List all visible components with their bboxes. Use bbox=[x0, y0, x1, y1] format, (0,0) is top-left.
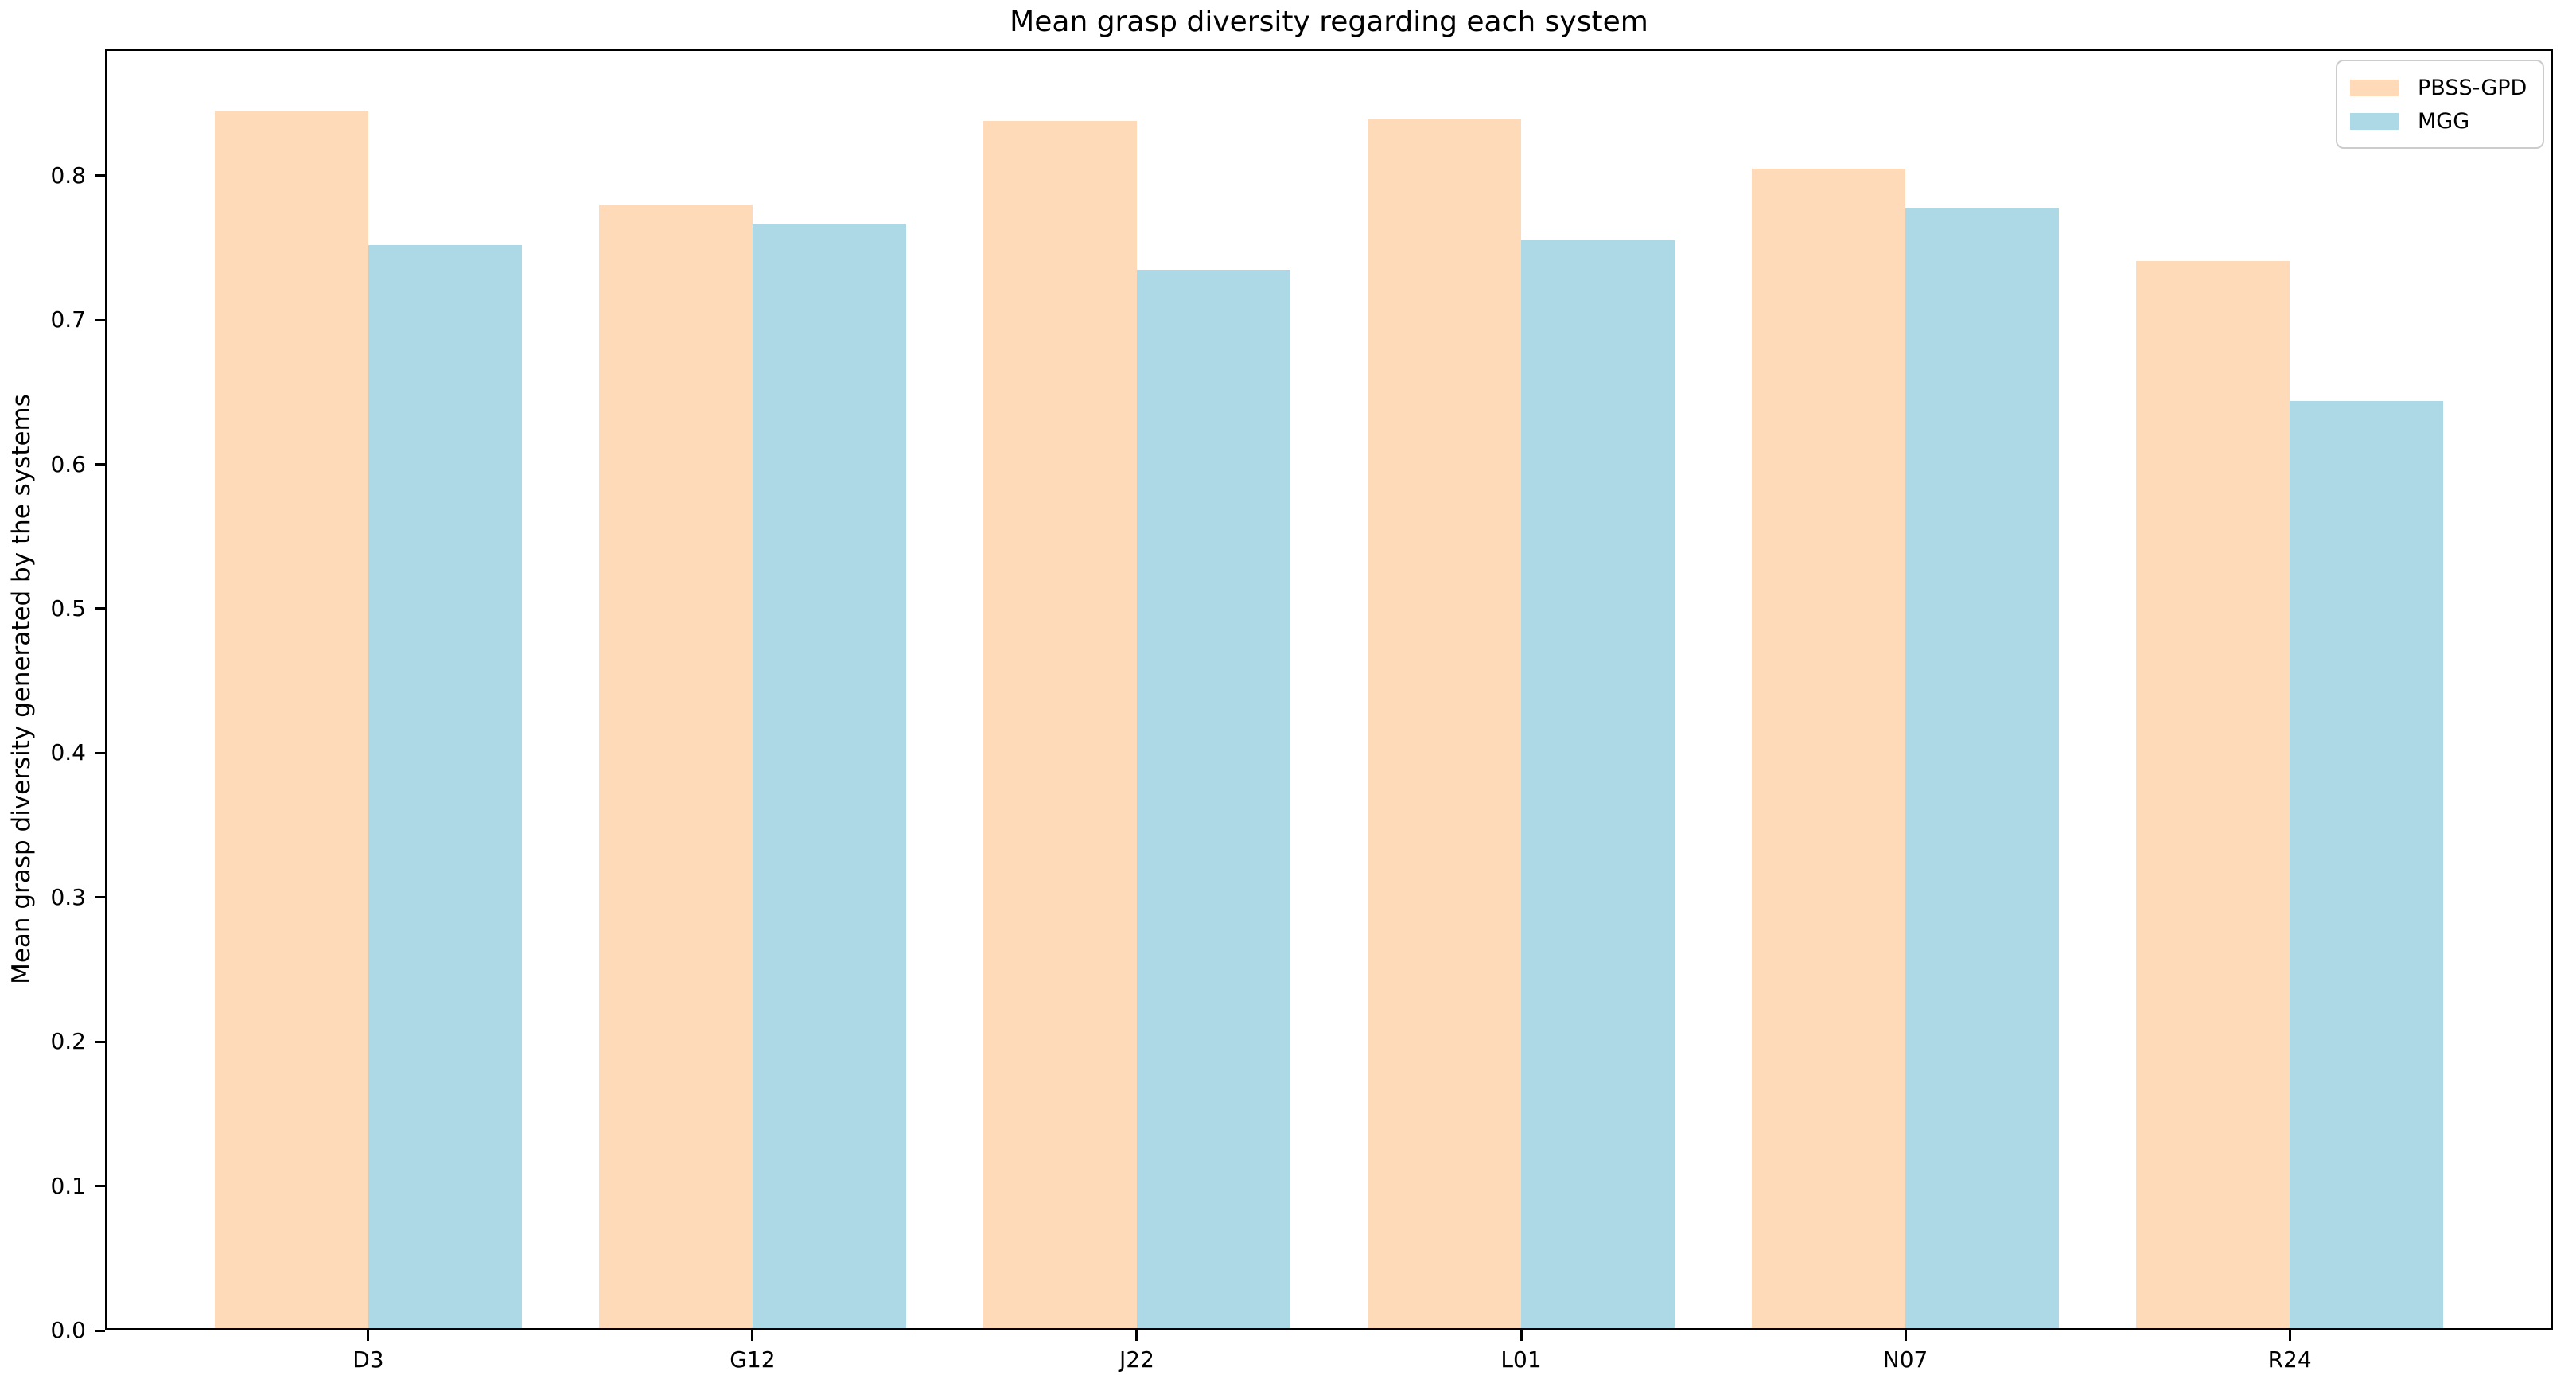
legend: PBSS-GPD MGG bbox=[2336, 60, 2544, 149]
x-tick-mark-j22 bbox=[1135, 1330, 1138, 1341]
y-tick-label-0.0: 0.0 bbox=[50, 1317, 86, 1343]
y-tick-label-0.7: 0.7 bbox=[50, 306, 86, 333]
legend-label-mgg: MGG bbox=[2418, 108, 2470, 134]
bar-mgg-r24 bbox=[2290, 400, 2444, 1330]
y-tick-mark-0.3 bbox=[95, 896, 105, 899]
x-tick-label-n07: N07 bbox=[1882, 1346, 1928, 1373]
y-tick-label-0.5: 0.5 bbox=[50, 594, 86, 621]
bar-mgg-g12 bbox=[752, 224, 907, 1330]
bar-mgg-j22 bbox=[1136, 269, 1291, 1330]
chart-title: Mean grasp diversity regarding each syst… bbox=[1010, 6, 1648, 38]
y-tick-label-0.1: 0.1 bbox=[50, 1172, 86, 1199]
plot-area bbox=[105, 49, 2553, 1330]
legend-swatch-mgg bbox=[2350, 112, 2399, 130]
y-tick-mark-0.6 bbox=[95, 463, 105, 466]
y-axis: 0.0 0.1 0.2 0.3 0.4 0.5 0.6 0.7 0.8 bbox=[0, 49, 105, 1343]
bar-mgg-l01 bbox=[1521, 240, 1675, 1330]
bar-mgg-d3 bbox=[368, 244, 523, 1330]
legend-label-pbss-gpd: PBSS-GPD bbox=[2418, 75, 2527, 100]
x-tick-mark-l01 bbox=[1520, 1330, 1523, 1341]
legend-item-pbss-gpd: PBSS-GPD bbox=[2350, 71, 2530, 104]
y-tick-label-0.8: 0.8 bbox=[50, 162, 86, 189]
x-tick-mark-d3 bbox=[367, 1330, 370, 1341]
bar-mgg-n07 bbox=[1905, 208, 2060, 1330]
bar-pbss-gpd-n07 bbox=[1751, 168, 1906, 1330]
y-tick-mark-0.7 bbox=[95, 318, 105, 321]
x-tick-mark-r24 bbox=[2288, 1330, 2291, 1341]
y-tick-label-0.6: 0.6 bbox=[50, 450, 86, 477]
x-tick-label-r24: R24 bbox=[2267, 1346, 2312, 1373]
legend-item-mgg: MGG bbox=[2350, 104, 2530, 138]
y-tick-mark-0.0 bbox=[95, 1329, 105, 1332]
x-tick-mark-g12 bbox=[751, 1330, 754, 1341]
x-tick-mark-n07 bbox=[1904, 1330, 1907, 1341]
bar-pbss-gpd-r24 bbox=[2135, 260, 2290, 1330]
x-tick-label-j22: J22 bbox=[1119, 1346, 1154, 1373]
bar-pbss-gpd-j22 bbox=[983, 120, 1137, 1330]
y-tick-mark-0.5 bbox=[95, 607, 105, 610]
y-tick-label-0.2: 0.2 bbox=[50, 1028, 86, 1055]
y-tick-mark-0.2 bbox=[95, 1040, 105, 1043]
bar-pbss-gpd-d3 bbox=[214, 111, 368, 1330]
bar-pbss-gpd-g12 bbox=[598, 204, 753, 1330]
y-tick-mark-0.1 bbox=[95, 1185, 105, 1188]
y-tick-label-0.3: 0.3 bbox=[50, 883, 86, 910]
x-tick-label-d3: D3 bbox=[352, 1346, 384, 1373]
x-tick-label-l01: L01 bbox=[1500, 1346, 1542, 1373]
legend-swatch-pbss-gpd bbox=[2350, 79, 2399, 96]
y-tick-mark-0.4 bbox=[95, 751, 105, 754]
bar-pbss-gpd-l01 bbox=[1367, 119, 1521, 1330]
y-tick-label-0.4: 0.4 bbox=[50, 739, 86, 766]
y-tick-mark-0.8 bbox=[95, 174, 105, 177]
x-axis: D3 G12 J22 L01 N07 R24 bbox=[105, 1330, 2553, 1383]
x-tick-label-g12: G12 bbox=[730, 1346, 776, 1373]
